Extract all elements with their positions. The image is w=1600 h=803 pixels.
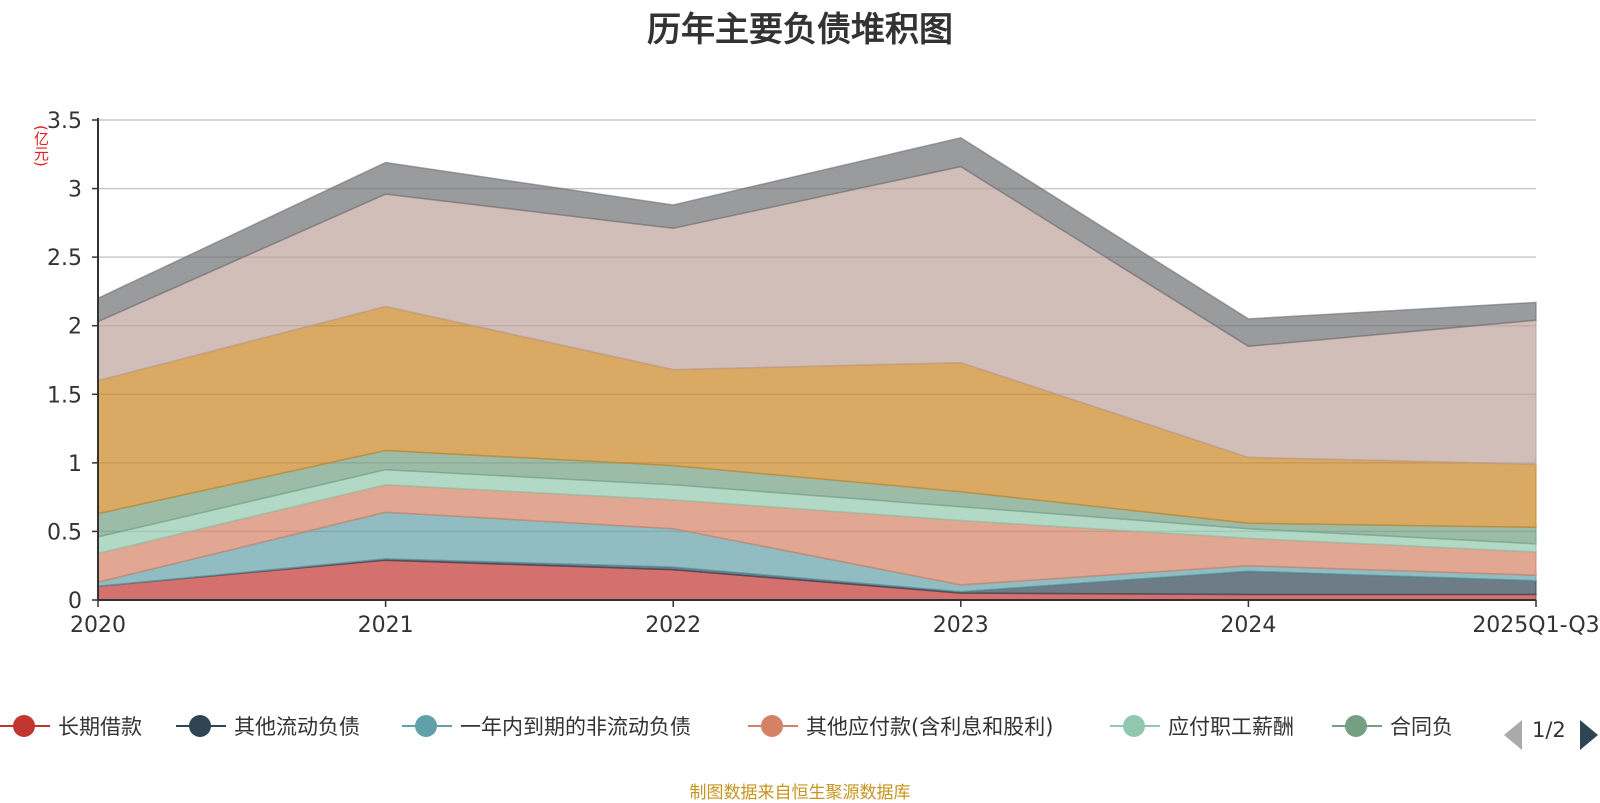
legend-marker-icon [1332, 714, 1382, 738]
area-series [97, 136, 1537, 348]
y-tick-label: 3 [68, 178, 82, 203]
legend-label: 其他应付款(含利息和股利) [806, 715, 1054, 739]
stacked-area-chart: 0 0.5 1 1.5 2 2.5 3 3.5 2020 2021 2022 2023 2024 2025… [47, 109, 1600, 638]
axes: 0 0.5 1 1.5 2 2.5 3 3.5 2020 2021 2022 2023 2024 2025… [47, 109, 1600, 638]
x-tick-label: 2025Q1-Q3 [1472, 613, 1599, 638]
legend: 长期借款 其他流动负债 一年内到期的非流动负债 其他应付款(含利息和股利) 应付… [0, 708, 1600, 744]
legend-marker-icon [748, 714, 798, 738]
legend-prev-page-icon[interactable] [1504, 720, 1522, 750]
legend-item-current-portion-noncurrent[interactable]: 一年内到期的非流动负债 [402, 708, 691, 744]
legend-label: 长期借款 [58, 715, 142, 739]
y-tick-label: 1.5 [47, 383, 82, 408]
legend-label: 应付职工薪酬 [1168, 715, 1294, 739]
y-tick-label: 0 [68, 589, 82, 614]
legend-item-other-current-liabilities[interactable]: 其他流动负债 [176, 708, 360, 744]
x-tick-label: 2023 [933, 613, 989, 638]
legend-item-payroll-payable[interactable]: 应付职工薪酬 [1110, 708, 1294, 744]
y-axis-unit-label: (亿元) [32, 125, 50, 167]
y-tick-label: 3.5 [47, 109, 82, 134]
legend-item-contract-liabilities[interactable]: 合同负 [1332, 708, 1484, 744]
legend-next-page-icon[interactable] [1580, 720, 1598, 750]
legend-marker-icon [176, 714, 226, 738]
x-tick-label: 2022 [645, 613, 701, 638]
y-tick-label: 2.5 [47, 246, 82, 271]
legend-marker-icon [1110, 714, 1160, 738]
x-tick-label: 2024 [1220, 613, 1276, 638]
y-tick-label: 1 [68, 452, 82, 477]
source-note: 制图数据来自恒生聚源数据库 [689, 783, 911, 803]
legend-page-indicator: 1/2 [1532, 718, 1566, 742]
y-tick-label: 0.5 [47, 520, 82, 545]
legend-item-other-payables[interactable]: 其他应付款(含利息和股利) [748, 708, 1053, 744]
x-tick-label: 2020 [70, 613, 126, 638]
legend-marker-icon [0, 714, 50, 738]
legend-label: 其他流动负债 [234, 715, 360, 739]
area-series-layer [97, 136, 1537, 601]
legend-label: 一年内到期的非流动负债 [460, 715, 691, 739]
legend-label: 合同负 [1390, 715, 1453, 739]
chart-title: 历年主要负债堆积图 [647, 10, 953, 50]
legend-marker-icon [402, 714, 452, 738]
x-tick-label: 2021 [358, 613, 414, 638]
legend-item-long-term-loans[interactable]: 长期借款 [0, 708, 142, 744]
y-tick-label: 2 [68, 315, 82, 340]
